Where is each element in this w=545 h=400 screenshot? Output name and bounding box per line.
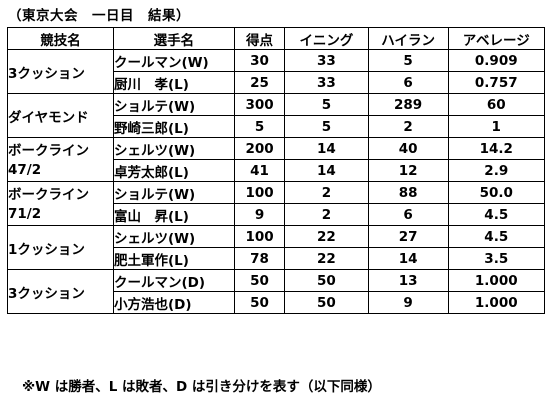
average-cell: 1.000 [447,291,545,314]
high-run-cell: 40 [367,137,449,160]
innings-cell: 2 [284,203,369,226]
average-cell: 3.5 [447,247,545,270]
player-name: 野崎三郎(L) [113,115,235,138]
high-run-cell: 88 [367,181,449,204]
table-row: 厨川 孝(L) 25 33 6 0.757 [8,71,545,94]
score-cell: 200 [233,137,286,160]
event-name: 3クッション [7,269,114,314]
event-name: 1クッション [7,225,114,270]
event-name: 3クッション [7,49,114,94]
column-header-innings: イニング [284,27,369,50]
column-header-player: 選手名 [113,27,235,50]
player-name: 卓芳太郎(L) [113,159,235,182]
innings-cell: 22 [284,225,369,248]
table-row: ボークライン ショルテ(W) 100 2 88 50.0 [7,181,545,204]
high-run-cell: 5 [367,49,449,72]
high-run-cell: 14 [367,247,449,270]
innings-cell: 2 [284,181,369,204]
score-cell: 50 [233,269,286,292]
average-cell: 14.2 [447,137,545,160]
table-row: 3クッション クールマン(D) 50 50 13 1.000 [7,269,545,314]
column-header-average: アベレージ [447,27,545,50]
table-row: 小方浩也(D) 50 50 9 1.000 [8,291,545,314]
average-cell: 50.0 [447,181,545,204]
player-name: シェルツ(W) [113,225,235,248]
innings-cell: 50 [284,269,369,292]
score-cell: 25 [233,71,286,94]
score-cell: 100 [233,181,286,204]
high-run-cell: 27 [367,225,449,248]
innings-cell: 33 [284,49,369,72]
column-header-high-run: ハイラン [367,27,449,50]
high-run-cell: 9 [367,291,449,314]
high-run-cell: 289 [367,93,449,116]
player-name: ショルテ(W) [113,181,235,204]
player-name: 厨川 孝(L) [113,71,235,94]
event-variant: 47/2 [7,159,114,182]
average-cell: 0.757 [447,71,545,94]
average-cell: 1 [447,115,545,138]
innings-cell: 33 [284,71,369,94]
table-row: 71/2 富山 昇(L) 9 2 6 4.5 [7,203,545,226]
average-cell: 60 [447,93,545,116]
header-row: 競技名 選手名 得点 イニング ハイラン アベレージ [7,27,545,50]
high-run-cell: 6 [367,71,449,94]
footnote: ※W は勝者、L は敗者、D は引き分けを表す（以下同様） [22,379,381,395]
column-header-score: 得点 [233,27,286,50]
table-row: ボークライン シェルツ(W) 200 14 40 14.2 [7,137,545,160]
player-name: ショルテ(W) [113,93,235,116]
score-cell: 300 [233,93,286,116]
column-header-event: 競技名 [7,27,114,50]
score-cell: 9 [233,203,286,226]
event-name: ボークライン [7,137,114,160]
score-cell: 5 [233,115,286,138]
innings-cell: 5 [284,93,369,116]
high-run-cell: 13 [367,269,449,292]
player-name: クールマン(W) [113,49,235,72]
table-row: 3クッション クールマン(W) 30 33 5 0.909 [7,49,545,94]
average-cell: 1.000 [447,269,545,292]
results-table: 競技名 選手名 得点 イニング ハイラン アベレージ 3クッション クールマン(… [7,27,545,314]
score-cell: 41 [233,159,286,182]
innings-cell: 5 [284,115,369,138]
score-cell: 100 [233,225,286,248]
score-cell: 50 [233,291,286,314]
average-cell: 2.9 [447,159,545,182]
table-row: ダイヤモンド ショルテ(W) 300 5 289 60 [7,93,545,138]
table-row: 1クッション シェルツ(W) 100 22 27 4.5 [7,225,545,270]
score-cell: 30 [233,49,286,72]
player-name: 小方浩也(D) [113,291,235,314]
event-name: ダイヤモンド [7,93,114,138]
high-run-cell: 6 [367,203,449,226]
innings-cell: 14 [284,137,369,160]
average-cell: 0.909 [447,49,545,72]
score-cell: 78 [233,247,286,270]
innings-cell: 22 [284,247,369,270]
page-title: （東京大会 一日目 結果） [8,8,190,24]
table-row: 47/2 卓芳太郎(L) 41 14 12 2.9 [7,159,545,182]
average-cell: 4.5 [447,225,545,248]
player-name: シェルツ(W) [113,137,235,160]
high-run-cell: 2 [367,115,449,138]
innings-cell: 14 [284,159,369,182]
innings-cell: 50 [284,291,369,314]
average-cell: 4.5 [447,203,545,226]
event-variant: 71/2 [7,203,114,226]
player-name: 富山 昇(L) [113,203,235,226]
player-name: 肥土軍作(L) [113,247,235,270]
high-run-cell: 12 [367,159,449,182]
event-name: ボークライン [7,181,114,204]
player-name: クールマン(D) [113,269,235,292]
